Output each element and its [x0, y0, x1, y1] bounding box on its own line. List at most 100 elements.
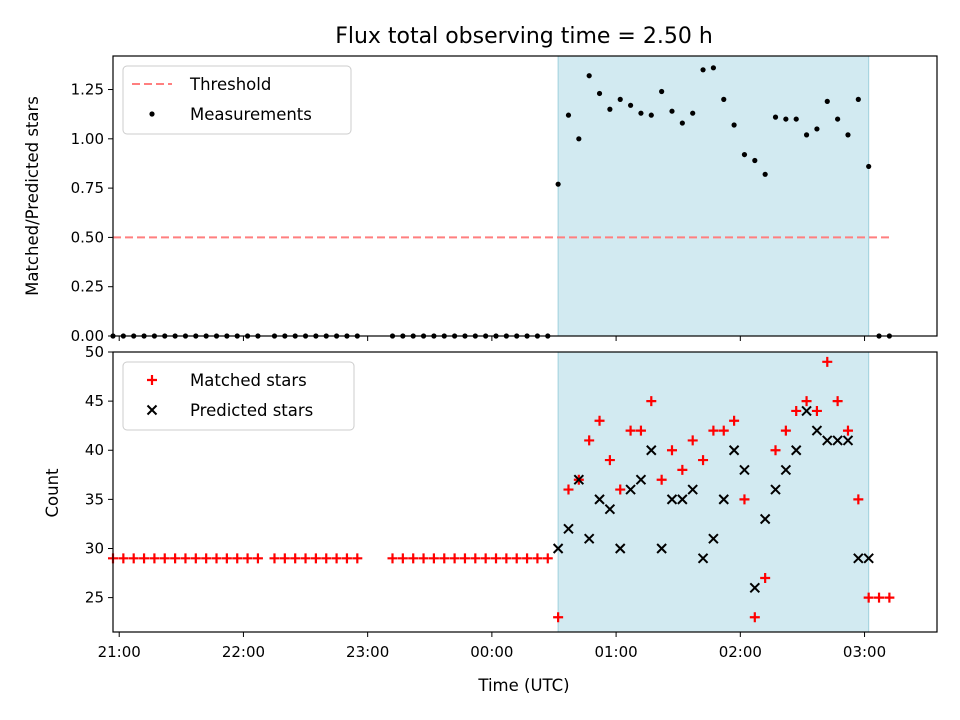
predicted-star-marker [552, 543, 564, 554]
measurement-point [741, 151, 748, 158]
matched-star-marker [480, 553, 491, 564]
predicted-star-marker [842, 435, 854, 446]
predicted-star-marker [604, 503, 616, 515]
predicted-star-marker [615, 543, 626, 554]
observing-window-span [557, 351, 870, 633]
predicted-star-marker [770, 484, 781, 495]
predicted-star-marker [791, 445, 802, 456]
measurement-point [679, 120, 685, 126]
x-tick-label: 23:00 [346, 643, 389, 661]
y-tick-label: 0.00 [71, 327, 104, 345]
y-tick-label: 35 [85, 490, 104, 508]
matched-star-marker [321, 553, 332, 564]
matched-star-marker [232, 553, 243, 564]
matched-star-marker [646, 396, 657, 407]
matched-star-marker [159, 553, 170, 564]
predicted-star-marker [594, 494, 605, 505]
matched-star-marker [139, 553, 150, 564]
measurement-point [690, 110, 696, 116]
matched-star-marker [739, 494, 750, 505]
matched-star-marker [863, 592, 874, 603]
matched-star-marker [418, 553, 429, 564]
predicted-star-marker [146, 404, 158, 416]
matched-star-marker [563, 484, 574, 495]
predicted-star-marker [697, 553, 709, 564]
x-tick-label: 00:00 [470, 643, 513, 661]
matched-star-marker [780, 425, 791, 436]
matched-star-marker [532, 553, 543, 564]
measurement-point [793, 116, 799, 122]
matched-star-marker [279, 553, 290, 564]
x-tick-label: 02:00 [719, 643, 762, 661]
predicted-star-marker [749, 582, 761, 593]
x-tick-label: 03:00 [843, 643, 886, 661]
measurement-point [814, 126, 820, 132]
matched-star-marker [874, 592, 885, 603]
legend-box [122, 361, 355, 431]
x-tick-label: 21:00 [98, 643, 141, 661]
predicted-star-marker [801, 405, 812, 417]
matched-star-marker [290, 553, 301, 564]
y-tick-label: 45 [85, 392, 104, 410]
matched-star-marker [149, 553, 160, 564]
matched-star-marker [708, 425, 719, 436]
matched-star-marker [542, 553, 553, 564]
observing-window-span [557, 55, 870, 337]
predicted-star-marker [718, 494, 729, 505]
predicted-star-marker [863, 553, 874, 564]
matched-star-marker [300, 553, 311, 564]
matched-star-marker [387, 553, 398, 564]
bottom-panel-counts: 25 30 35 40 45 50 21:00 22:00 23:00 00:00 01:00 02:… [85, 343, 938, 661]
matched-star-marker [615, 484, 626, 495]
axes-frame [112, 55, 938, 337]
matched-star-marker [604, 455, 615, 466]
measurement-point [855, 96, 861, 102]
predicted-star-marker [832, 435, 843, 446]
measurement-point [866, 163, 872, 170]
matched-star-marker [211, 553, 222, 564]
matched-star-marker [118, 553, 129, 564]
matched-star-marker [341, 553, 352, 564]
matched-star-marker [853, 494, 864, 505]
matched-star-marker [791, 405, 802, 416]
matched-star-marker [801, 396, 812, 407]
bottom-y-axis-label: Count [43, 468, 62, 518]
matched-star-marker [428, 553, 439, 564]
y-tick-label: 1.00 [71, 130, 104, 148]
measurement-point [803, 132, 810, 138]
matched-star-marker [459, 553, 470, 564]
measurement-point [824, 98, 830, 104]
measurement-point [565, 112, 572, 118]
predicted-star-marker [583, 533, 595, 544]
matched-star-marker [553, 612, 564, 623]
measurement-point [710, 65, 717, 71]
predicted-star-marker [656, 543, 667, 554]
y-tick-label: 50 [85, 343, 104, 361]
matched-star-marker [180, 553, 191, 564]
predicted-star-marker [666, 494, 678, 505]
predicted-star-marker [646, 445, 657, 456]
measurement-point [617, 96, 623, 102]
measurement-point [149, 111, 155, 117]
axes-frame [112, 351, 938, 633]
matched-star-marker [760, 572, 771, 583]
matched-star-marker [594, 415, 605, 426]
measurement-point [783, 116, 789, 122]
x-tick-label: 01:00 [594, 643, 637, 661]
matched-star-marker [147, 375, 157, 385]
predicted-star-marker [635, 474, 647, 485]
matched-star-marker [491, 553, 502, 564]
predicted-star-marker [563, 523, 574, 535]
predicted-star-marker [822, 435, 833, 446]
matched-star-marker [832, 396, 843, 407]
y-tick-label: 1.25 [71, 81, 104, 99]
measurement-point [648, 112, 654, 118]
y-tick-label: 40 [85, 441, 104, 459]
predicted-star-marker [853, 553, 864, 564]
matched-star-marker [352, 553, 363, 564]
matched-star-marker [470, 553, 481, 564]
chart-title: Flux total observing time = 2.50 h [335, 24, 713, 49]
matched-star-marker [511, 553, 522, 564]
matched-star-marker [677, 464, 688, 475]
measurement-point [700, 67, 706, 73]
